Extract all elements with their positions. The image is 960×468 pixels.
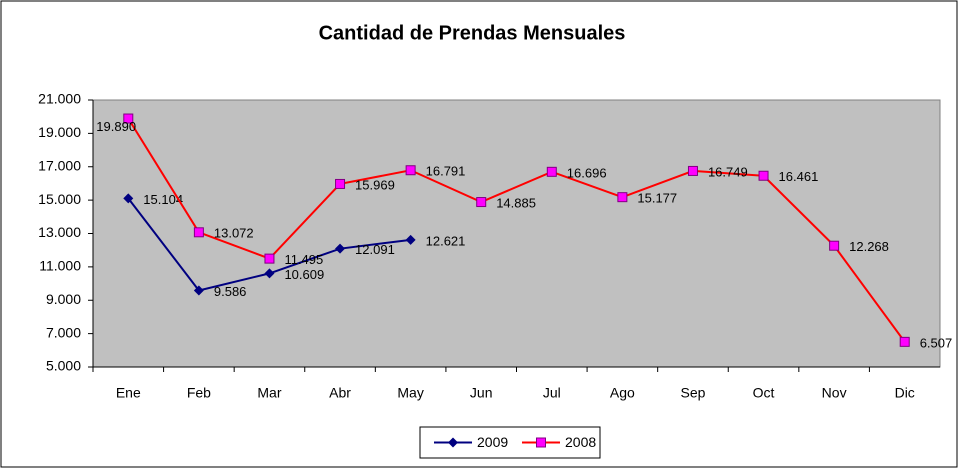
x-tick-label: May: [397, 385, 423, 401]
x-tick-label: Dic: [895, 385, 915, 401]
data-point: [335, 243, 346, 254]
value-label: 9.586: [214, 284, 247, 299]
legend-marker: [536, 437, 546, 448]
value-label: 15.104: [143, 192, 183, 207]
x-tick-label: Oct: [753, 385, 775, 401]
legend-label: 2008: [565, 434, 596, 450]
chart-title: Cantidad de Prendas Mensuales: [319, 22, 626, 44]
x-tick-label: Nov: [822, 385, 847, 401]
data-point: [123, 113, 134, 124]
data-point: [546, 166, 557, 177]
y-tick-label: 7.000: [46, 324, 81, 340]
y-tick-label: 11.000: [39, 258, 81, 274]
y-tick-label: 5.000: [46, 358, 81, 374]
data-point: [193, 227, 204, 238]
value-label: 10.609: [284, 267, 324, 282]
legend-marker: [448, 437, 458, 448]
value-label: 6.507: [920, 335, 953, 350]
value-label: 16.696: [567, 165, 607, 180]
data-point: [264, 268, 275, 279]
legend-label: 2009: [477, 434, 508, 450]
data-point: [405, 165, 416, 176]
y-tick-label: 13.000: [38, 224, 81, 240]
value-label: 14.885: [496, 195, 536, 210]
data-point: [899, 336, 910, 347]
data-point: [405, 234, 416, 245]
x-tick-label: Feb: [187, 385, 211, 401]
value-label: 11.495: [284, 252, 323, 267]
plot-area: [92, 99, 941, 368]
data-point: [264, 253, 275, 264]
x-tick-label: Jul: [543, 385, 561, 401]
value-label: 12.621: [426, 233, 466, 248]
x-tick-label: Abr: [329, 385, 351, 401]
value-label: 12.268: [849, 239, 889, 254]
x-tick-label: Ago: [610, 385, 635, 401]
value-label: 16.791: [426, 164, 466, 179]
data-point: [193, 285, 204, 296]
y-tick-label: 9.000: [46, 291, 81, 307]
x-tick-label: Jun: [470, 385, 493, 401]
value-label: 19.890: [96, 119, 136, 134]
y-tick-label: 15.000: [38, 191, 81, 207]
x-tick-label: Ene: [116, 385, 141, 401]
data-point: [758, 170, 769, 181]
data-point: [335, 178, 346, 189]
data-point: [476, 197, 487, 208]
y-tick-label: 19.000: [38, 124, 81, 140]
x-tick-label: Sep: [680, 385, 705, 401]
data-point: [123, 193, 134, 204]
x-tick-label: Mar: [257, 385, 281, 401]
value-label: 16.749: [708, 164, 748, 179]
value-label: 15.969: [355, 177, 395, 192]
value-label: 16.461: [779, 169, 819, 184]
data-point: [829, 240, 840, 251]
value-label: 12.091: [355, 242, 395, 257]
data-point: [687, 165, 698, 176]
value-label: 15.177: [637, 191, 677, 206]
y-tick-label: 21.000: [38, 91, 81, 107]
value-label: 13.072: [214, 226, 254, 241]
series-line: [127, 117, 906, 343]
y-tick-label: 17.000: [38, 157, 81, 173]
data-point: [617, 192, 628, 203]
